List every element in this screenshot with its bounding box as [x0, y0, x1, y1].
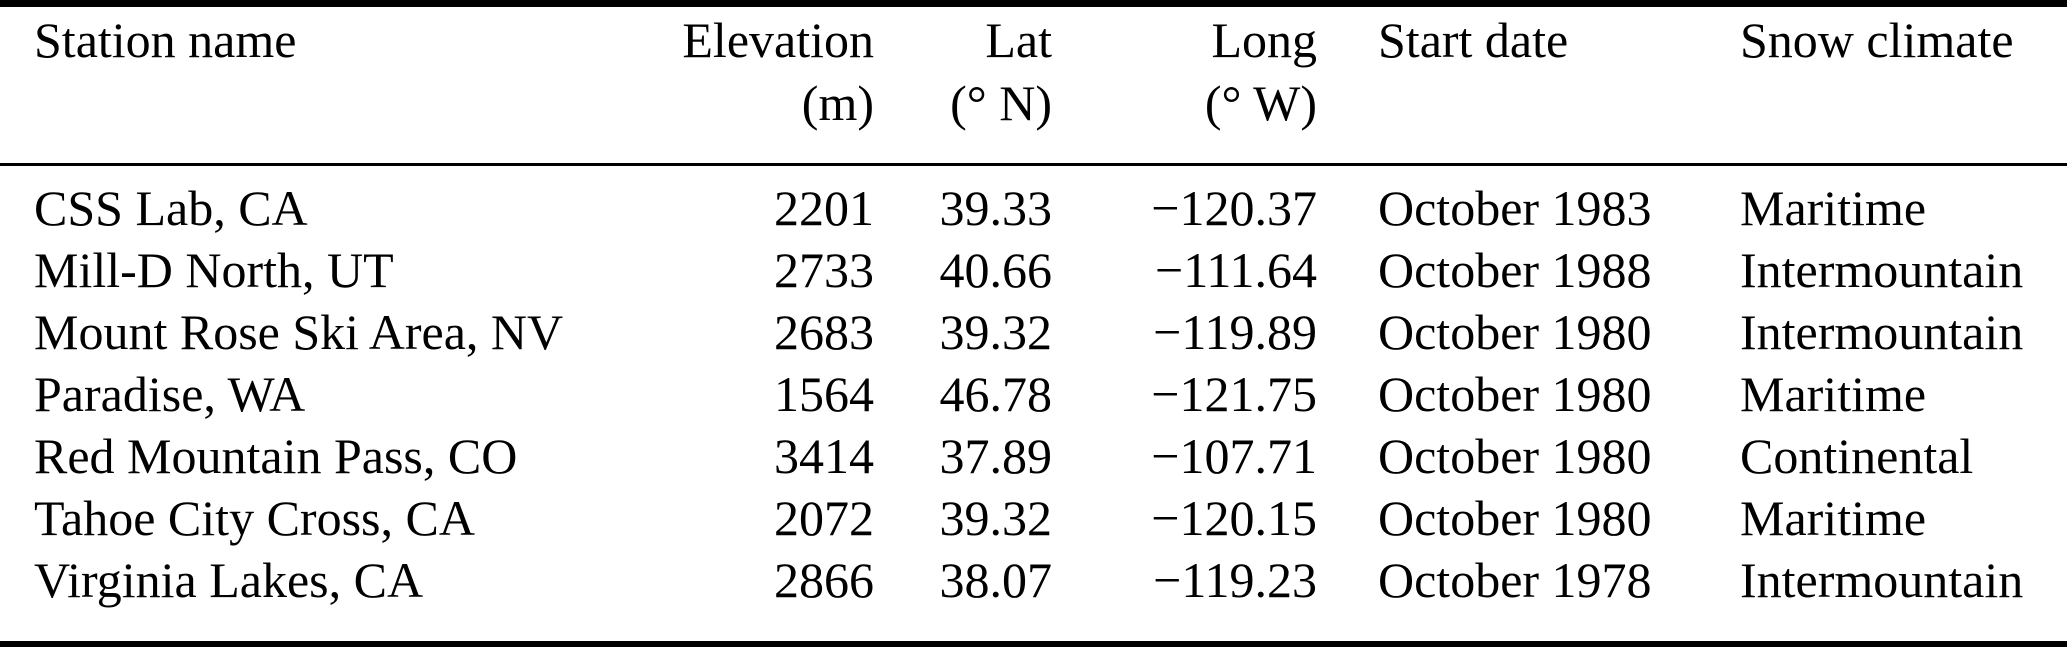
stations-table: Station name Elevation Lat Long Start da… — [34, 7, 2044, 611]
table-cell: Mount Rose Ski Area, NV — [34, 304, 564, 360]
table-row: Tahoe City Cross, CA 2072 39.32 −120.15 Octo… — [34, 487, 2044, 549]
column-header-snow-climate: Snow climate — [1740, 12, 2014, 68]
table-cell: 40.66 — [939, 242, 1053, 298]
table-cell: October 1980 — [1378, 428, 1652, 484]
column-unit-long: (° W) — [1204, 75, 1317, 131]
table-top-rule — [0, 0, 2067, 7]
table-cell: Maritime — [1740, 366, 1927, 422]
column-header-long: Long — [1211, 12, 1317, 68]
table-cell: −119.89 — [1153, 304, 1317, 360]
table-cell: October 1983 — [1378, 180, 1652, 236]
table-cell: −120.37 — [1151, 180, 1317, 236]
table-cell: 2201 — [774, 180, 874, 236]
table-cell: 2866 — [774, 552, 874, 608]
column-header-elevation: Elevation — [682, 12, 874, 68]
table-cell: October 1980 — [1378, 304, 1652, 360]
table-cell: CSS Lab, CA — [34, 180, 308, 236]
table-cell: 39.32 — [939, 304, 1053, 360]
table-cell: −111.64 — [1155, 242, 1317, 298]
table-cell: −119.23 — [1153, 552, 1317, 608]
table-cell: 39.32 — [939, 490, 1053, 546]
table-row: Mount Rose Ski Area, NV 2683 39.32 −119.89 O… — [34, 301, 2044, 363]
table-cell: Paradise, WA — [34, 366, 306, 422]
column-header-lat: Lat — [985, 12, 1052, 68]
table-cell: October 1980 — [1378, 366, 1652, 422]
table-cell: October 1978 — [1378, 552, 1652, 608]
table-cell: 2683 — [774, 304, 874, 360]
column-unit-elevation: (m) — [801, 75, 874, 131]
table-row: Red Mountain Pass, CO 3414 37.89 −107.71 Oct… — [34, 425, 2044, 487]
table-cell: 38.07 — [939, 552, 1053, 608]
table-cell: 1564 — [774, 366, 874, 422]
table-row: Mill-D North, UT 2733 40.66 −111.64 October … — [34, 239, 2044, 301]
table-cell: 46.78 — [939, 366, 1053, 422]
table-row: Paradise, WA 1564 46.78 −121.75 October 1980… — [34, 363, 2044, 425]
table-cell: 37.89 — [939, 428, 1053, 484]
table-cell: Intermountain — [1740, 304, 2024, 360]
table-cell: October 1980 — [1378, 490, 1652, 546]
table-cell: 2072 — [774, 490, 874, 546]
table-row: CSS Lab, CA 2201 39.33 −120.37 October 1983 M… — [34, 163, 2044, 239]
table-cell: Maritime — [1740, 180, 1927, 236]
table-cell: Intermountain — [1740, 552, 2024, 608]
table-cell: Intermountain — [1740, 242, 2024, 298]
table-cell: Continental — [1740, 428, 1974, 484]
table-cell: −120.15 — [1151, 490, 1317, 546]
table-cell: Maritime — [1740, 490, 1927, 546]
header-label-row: Station name Elevation Lat Long Start da… — [34, 7, 2044, 73]
column-header-station-name: Station name — [34, 12, 297, 68]
table-cell: Tahoe City Cross, CA — [34, 490, 475, 546]
table-cell: Mill-D North, UT — [34, 242, 394, 298]
table-cell: −121.75 — [1151, 366, 1317, 422]
table-cell: October 1988 — [1378, 242, 1652, 298]
table-cell: Red Mountain Pass, CO — [34, 428, 518, 484]
table-bottom-rule — [0, 641, 2067, 647]
table-row: Virginia Lakes, CA 2866 38.07 −119.23 Octobe… — [34, 549, 2044, 611]
column-unit-start-date — [1317, 73, 1740, 163]
table-cell: 3414 — [774, 428, 874, 484]
column-unit-snow-climate — [1740, 73, 2044, 163]
table-cell: Virginia Lakes, CA — [34, 552, 424, 608]
table-header-rule — [0, 163, 2067, 166]
table-body: CSS Lab, CA 2201 39.33 −120.37 October 1983 M… — [34, 163, 2044, 611]
table-cell: −107.71 — [1151, 428, 1317, 484]
table-cell: 2733 — [774, 242, 874, 298]
column-unit-station-name — [34, 73, 624, 163]
header-unit-row: (m) (° N) (° W) — [34, 73, 2044, 163]
table-header: Station name Elevation Lat Long Start da… — [34, 7, 2044, 163]
column-header-start-date: Start date — [1378, 12, 1569, 68]
table-cell: 39.33 — [939, 180, 1053, 236]
column-unit-lat: (° N) — [950, 75, 1052, 131]
